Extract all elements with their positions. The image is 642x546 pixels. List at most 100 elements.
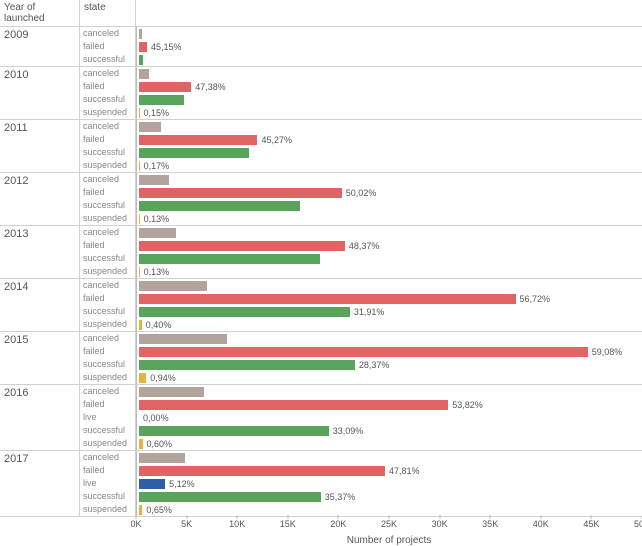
- bar-area: [136, 226, 642, 239]
- state-label: suspended: [80, 503, 136, 516]
- year-group-2010: 2010canceledfailed47,38%successfulsuspen…: [0, 67, 642, 120]
- bar-area: 47,38%: [136, 80, 642, 93]
- bar-area: [136, 93, 642, 106]
- x-axis-title-row: Number of projects: [0, 533, 642, 546]
- tick-label: 15K: [280, 519, 296, 529]
- bar-pct-label: 31,91%: [354, 307, 385, 317]
- state-label: successful: [80, 146, 136, 159]
- state-label: successful: [80, 490, 136, 503]
- bar-area: 0,17%: [136, 159, 642, 172]
- grouped-hbar-chart: Year of launched state 2009canceledfaile…: [0, 0, 642, 546]
- state-label: canceled: [80, 67, 136, 80]
- bar: [139, 254, 320, 264]
- bar-area: 59,08%: [136, 345, 642, 358]
- bar: [139, 188, 342, 198]
- state-label: successful: [80, 53, 136, 66]
- bar-area: 0,60%: [136, 437, 642, 450]
- row-canceled: canceled: [80, 173, 642, 186]
- row-canceled: canceled: [80, 385, 642, 398]
- bar: [139, 505, 142, 515]
- bar-area: [136, 332, 642, 345]
- row-successful: successful31,91%: [80, 305, 642, 318]
- bar-pct-label: 0,15%: [144, 108, 170, 118]
- bar-pct-label: 53,82%: [452, 400, 483, 410]
- bar: [139, 347, 588, 357]
- bar-pct-label: 0,13%: [144, 214, 170, 224]
- row-suspended: suspended0,94%: [80, 371, 642, 384]
- year-group-2014: 2014canceledfailed56,72%successful31,91%…: [0, 279, 642, 332]
- year-label: 2017: [0, 451, 80, 516]
- bar-area: [136, 199, 642, 212]
- bar-pct-label: 48,37%: [349, 241, 380, 251]
- row-suspended: suspended 0,40%: [80, 318, 642, 331]
- bar-area: 53,82%: [136, 398, 642, 411]
- year-group-2017: 2017canceledfailed47,81%live5,12%success…: [0, 451, 642, 517]
- year-group-2013: 2013canceledfailed48,37%successfulsuspen…: [0, 226, 642, 279]
- state-label: successful: [80, 358, 136, 371]
- bar-area: [136, 279, 642, 292]
- year-groups: 2009canceledfailed45,15%successful2010ca…: [0, 27, 642, 517]
- bar-area: 0,13%: [136, 265, 642, 278]
- row-failed: failed50,02%: [80, 186, 642, 199]
- bar: [139, 82, 191, 92]
- bar-pct-label: 5,12%: [169, 479, 195, 489]
- state-label: successful: [80, 424, 136, 437]
- bar-pct-label: 33,09%: [333, 426, 364, 436]
- row-canceled: canceled: [80, 67, 642, 80]
- bar: [139, 439, 143, 449]
- tick-label: 5K: [181, 519, 192, 529]
- row-suspended: suspended0,15%: [80, 106, 642, 119]
- rows: canceledfailed47,81%live5,12%successful3…: [80, 451, 642, 516]
- row-live: live0,00%: [80, 411, 642, 424]
- bar: [139, 29, 142, 39]
- bar-area: 35,37%: [136, 490, 642, 503]
- bar-area: [136, 146, 642, 159]
- bar-pct-label: 35,37%: [325, 492, 356, 502]
- row-successful: successful: [80, 252, 642, 265]
- row-suspended: suspended0,17%: [80, 159, 642, 172]
- bar-area: 0,15%: [136, 106, 642, 119]
- bar: [139, 135, 257, 145]
- bar-area: 0,13%: [136, 212, 642, 225]
- row-canceled: canceled: [80, 226, 642, 239]
- tick-label: 45K: [583, 519, 599, 529]
- row-failed: failed47,38%: [80, 80, 642, 93]
- bar-pct-label: 47,81%: [389, 466, 420, 476]
- year-group-2012: 2012canceledfailed50,02%successfulsuspen…: [0, 173, 642, 226]
- state-label: successful: [80, 252, 136, 265]
- state-label: canceled: [80, 451, 136, 464]
- bar-area: 0,94%: [136, 371, 642, 384]
- state-label: canceled: [80, 226, 136, 239]
- state-label: suspended: [80, 318, 136, 331]
- bar: [139, 175, 169, 185]
- bar: [139, 466, 385, 476]
- state-label: canceled: [80, 332, 136, 345]
- bar: [139, 373, 146, 383]
- state-label: successful: [80, 93, 136, 106]
- row-canceled: canceled: [80, 279, 642, 292]
- header-row: Year of launched state: [0, 0, 642, 27]
- bar: [139, 492, 321, 502]
- year-label: 2015: [0, 332, 80, 384]
- bar-pct-label: 0,40%: [146, 320, 172, 330]
- row-canceled: canceled: [80, 451, 642, 464]
- bar-area: [136, 27, 642, 40]
- bar: [139, 228, 176, 238]
- bar: [139, 320, 142, 330]
- bar: [139, 214, 140, 224]
- bar-area: [136, 120, 642, 133]
- bar-area: [136, 451, 642, 464]
- state-label: canceled: [80, 27, 136, 40]
- bar: [139, 281, 207, 291]
- year-label: 2014: [0, 279, 80, 331]
- bar-pct-label: 28,37%: [359, 360, 390, 370]
- bar: [139, 42, 147, 52]
- state-label: canceled: [80, 279, 136, 292]
- bar-pct-label: 45,15%: [151, 42, 182, 52]
- year-group-2011: 2011canceledfailed45,27%successfulsuspen…: [0, 120, 642, 173]
- bar: [139, 479, 165, 489]
- state-label: suspended: [80, 371, 136, 384]
- state-label: suspended: [80, 212, 136, 225]
- bar: [139, 161, 140, 171]
- rows: canceledfailed45,27%successfulsuspended0…: [80, 120, 642, 172]
